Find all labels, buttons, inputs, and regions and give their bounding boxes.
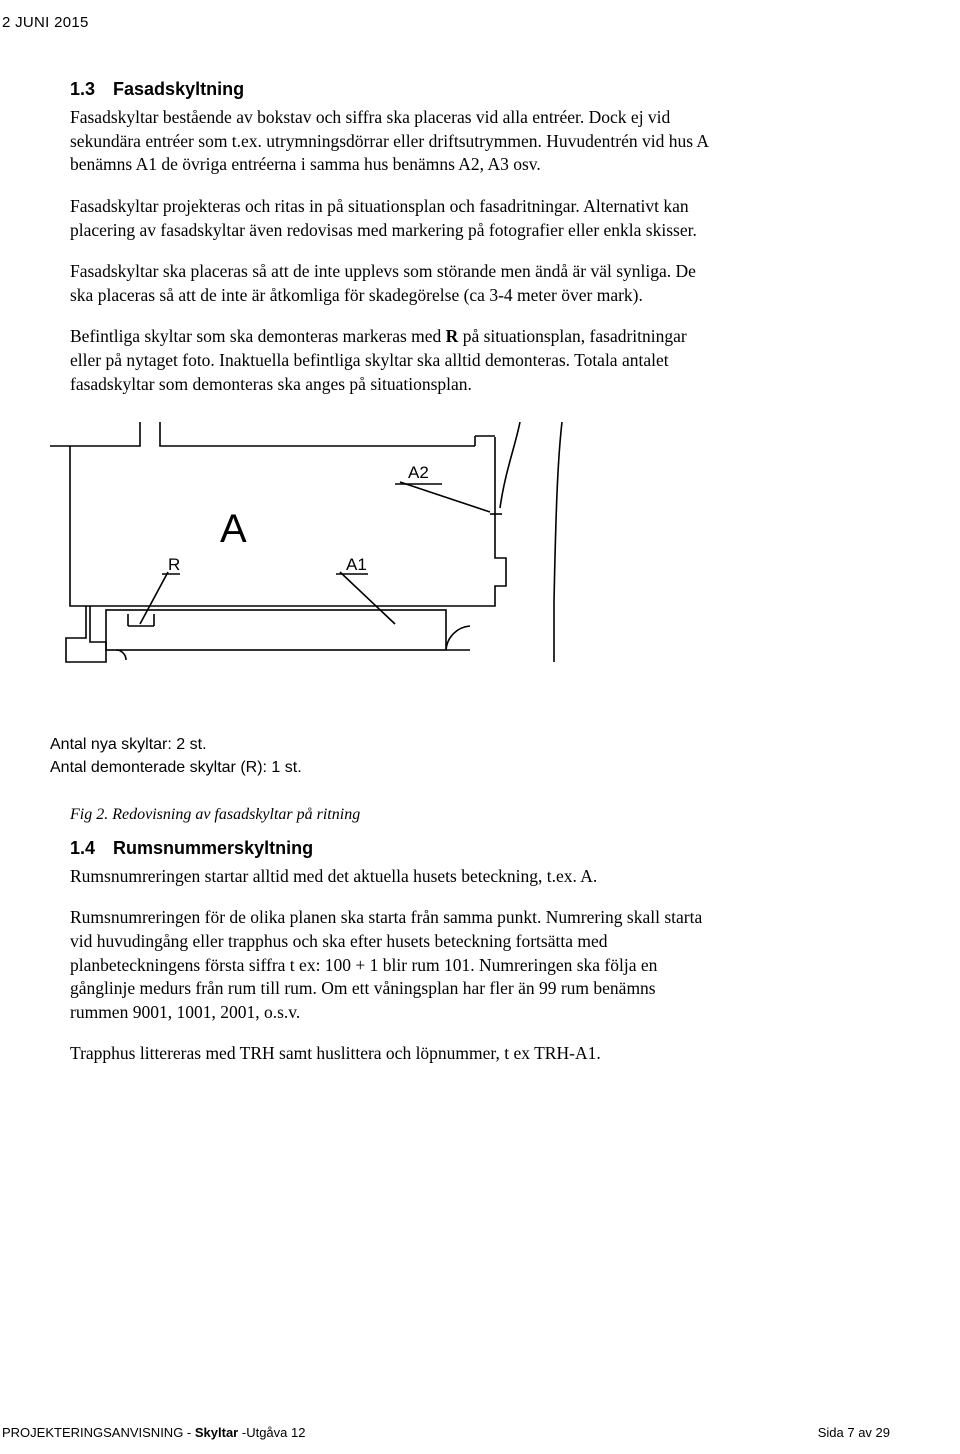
fig-count-removed: Antal demonterade skyltar (R): 1 st.: [50, 756, 890, 779]
footer-bold: Skyltar: [195, 1425, 242, 1440]
floorplan-svg: A A2 A1 R: [50, 422, 610, 682]
paragraph: Rumsnumreringen för de olika planen ska …: [70, 906, 710, 1024]
label-a1: A1: [346, 555, 367, 574]
section-num: 1.3: [70, 79, 95, 100]
footer-prefix: PROJEKTERINGSANVISNING -: [2, 1425, 195, 1440]
paragraph: Befintliga skyltar som ska demonteras ma…: [70, 325, 710, 396]
page: 2 JUNI 2015 1.3 Fasadskyltning Fasadskylt…: [0, 0, 960, 1454]
footer-suffix: -Utgåva 12: [242, 1425, 306, 1440]
fig-count-new: Antal nya skyltar: 2 st.: [50, 733, 890, 756]
paragraph: Fasadskyltar ska placeras så att de inte…: [70, 260, 710, 307]
paragraph: Fasadskyltar projekteras och ritas in på…: [70, 195, 710, 242]
figure-caption: Fig 2. Redovisning av fasadskyltar på ri…: [70, 806, 890, 824]
section-title-text: Rumsnummerskyltning: [113, 838, 313, 858]
text-run: Befintliga skyltar som ska demonteras ma…: [70, 326, 446, 346]
section-1-3-heading: 1.3 Fasadskyltning: [70, 79, 890, 100]
paragraph: Trapphus littereras med TRH samt huslitt…: [70, 1042, 710, 1066]
section-num: 1.4: [70, 838, 95, 859]
label-a2: A2: [408, 463, 429, 482]
section-title-text: Fasadskyltning: [113, 79, 244, 99]
figure-counts: Antal nya skyltar: 2 st. Antal demontera…: [50, 733, 890, 779]
section-1-4-heading: 1.4 Rumsnummerskyltning: [70, 838, 890, 859]
paragraph: Fasadskyltar bestående av bokstav och si…: [70, 106, 710, 177]
label-r: R: [168, 555, 180, 574]
page-footer: PROJEKTERINGSANVISNING - Skyltar -Utgåva…: [2, 1425, 890, 1440]
text-bold: R: [446, 326, 459, 346]
label-a: A: [220, 507, 247, 551]
footer-page-num: Sida 7 av 29: [818, 1425, 890, 1440]
figure-2: A A2 A1 R Antal nya skyltar: 2 st. Antal…: [50, 422, 890, 779]
paragraph: Rumsnumreringen startar alltid med det a…: [70, 865, 710, 889]
footer-left: PROJEKTERINGSANVISNING - Skyltar -Utgåva…: [2, 1425, 305, 1440]
date-header: 2 JUNI 2015: [2, 14, 890, 31]
